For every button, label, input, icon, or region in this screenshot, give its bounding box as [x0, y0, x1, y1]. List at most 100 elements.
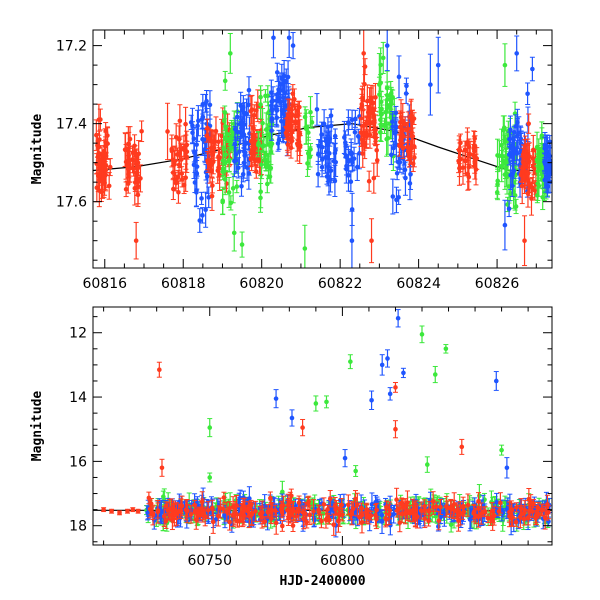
top-data-point: [211, 134, 217, 162]
top-data-point: [273, 92, 279, 120]
top-data-point: [221, 110, 227, 132]
top-axes-frame: [92, 29, 553, 269]
top-data-point: [388, 144, 394, 166]
top-data-point: [99, 165, 105, 199]
top-data-point: [173, 123, 179, 152]
bottom-data-point: [400, 367, 406, 379]
bottom-data-point: [403, 501, 409, 525]
top-data-point: [127, 126, 133, 152]
top-data-point: [348, 171, 354, 193]
bottom-data-point: [465, 493, 471, 517]
top-data-point: [239, 231, 245, 258]
bottom-data-point: [459, 438, 465, 455]
top-x-tick-label: 60822: [318, 276, 363, 292]
top-data-point: [409, 109, 415, 134]
top-data-point: [302, 224, 308, 268]
bottom-data-point: [316, 504, 322, 520]
bottom-data-point: [279, 506, 285, 519]
top-data-point: [318, 124, 324, 158]
top-x-tick-label: 60816: [82, 276, 127, 292]
top-data-point: [361, 30, 367, 84]
top-data-point: [346, 149, 352, 172]
bottom-data-point: [178, 498, 184, 514]
bottom-data-point: [369, 390, 375, 411]
top-data-point: [343, 134, 349, 159]
bottom-data-point: [285, 493, 291, 518]
bottom-data-point: [117, 510, 123, 516]
bottom-panel: 60750 60800 12 14 16 18 Magnitude HJD-2400000: [30, 306, 553, 589]
top-data-point: [321, 109, 327, 139]
top-data-point: [411, 138, 417, 155]
bottom-plot-area: [93, 309, 552, 538]
bottom-data-point: [310, 499, 316, 524]
top-data-point: [297, 119, 303, 149]
top-data-point: [200, 106, 206, 129]
top-data-point: [407, 166, 413, 201]
top-data-point: [236, 137, 242, 166]
top-data-point: [513, 198, 519, 215]
top-data-point: [245, 136, 251, 150]
top-data-point: [259, 139, 265, 153]
top-data-point: [521, 154, 527, 174]
top-data-point: [472, 149, 478, 174]
top-data-point: [106, 172, 112, 200]
top-data-point: [199, 207, 205, 224]
top-data-point: [175, 169, 181, 184]
bottom-data-point: [109, 508, 115, 514]
top-x-tick-label: 60818: [161, 276, 206, 292]
bottom-data-point: [279, 520, 285, 532]
top-data-point: [367, 121, 373, 149]
top-data-point: [233, 147, 239, 174]
top-data-point: [514, 35, 520, 72]
bottom-data-point: [232, 504, 238, 526]
top-data-point: [195, 109, 201, 142]
bottom-data-point: [379, 354, 385, 376]
bottom-data-point: [227, 501, 233, 516]
bottom-data-point: [356, 509, 362, 525]
bottom-data-point: [493, 371, 499, 391]
bottom-data-point: [527, 504, 533, 517]
top-data-point: [303, 112, 309, 145]
top-data-point: [258, 175, 264, 209]
top-data-point: [526, 142, 532, 171]
top-data-point: [290, 84, 296, 104]
top-data-point: [500, 143, 506, 170]
top-data-point: [204, 118, 210, 138]
top-data-point: [208, 157, 214, 174]
bottom-data-point: [155, 502, 161, 519]
top-data-point: [394, 166, 400, 181]
bottom-data-point: [430, 491, 436, 512]
top-data-point: [460, 150, 466, 185]
top-data-point: [525, 166, 531, 181]
bottom-data-point: [364, 509, 370, 524]
bottom-y-tick-label: 12: [69, 326, 87, 342]
top-data-point: [137, 164, 143, 193]
top-data-point: [103, 141, 109, 171]
top-data-point: [181, 176, 187, 195]
top-y-tick-label: 17.4: [56, 117, 87, 133]
bottom-data-point: [460, 507, 466, 520]
top-data-point: [427, 53, 433, 116]
top-data-point: [387, 97, 393, 119]
top-data-point: [222, 70, 228, 91]
top-data-point: [506, 200, 512, 218]
top-data-point: [139, 120, 145, 143]
bottom-data-point: [387, 387, 393, 401]
bottom-data-point: [385, 349, 391, 368]
top-data-point: [393, 186, 399, 214]
bottom-data-point: [432, 365, 438, 384]
top-data-point: [133, 149, 139, 174]
top-data-point: [215, 157, 221, 184]
bottom-data-point: [184, 504, 190, 518]
bottom-data-point: [300, 418, 306, 437]
bottom-y-axis-title: Magnitude: [30, 391, 45, 462]
bottom-data-point: [392, 382, 398, 393]
bottom-data-point: [167, 510, 173, 521]
top-data-point: [315, 160, 321, 188]
top-data-point: [402, 116, 408, 133]
top-data-point: [502, 43, 508, 87]
bottom-data-point: [412, 503, 418, 527]
top-data-point: [543, 160, 549, 193]
top-data-point: [183, 134, 189, 170]
top-data-point: [369, 218, 375, 264]
